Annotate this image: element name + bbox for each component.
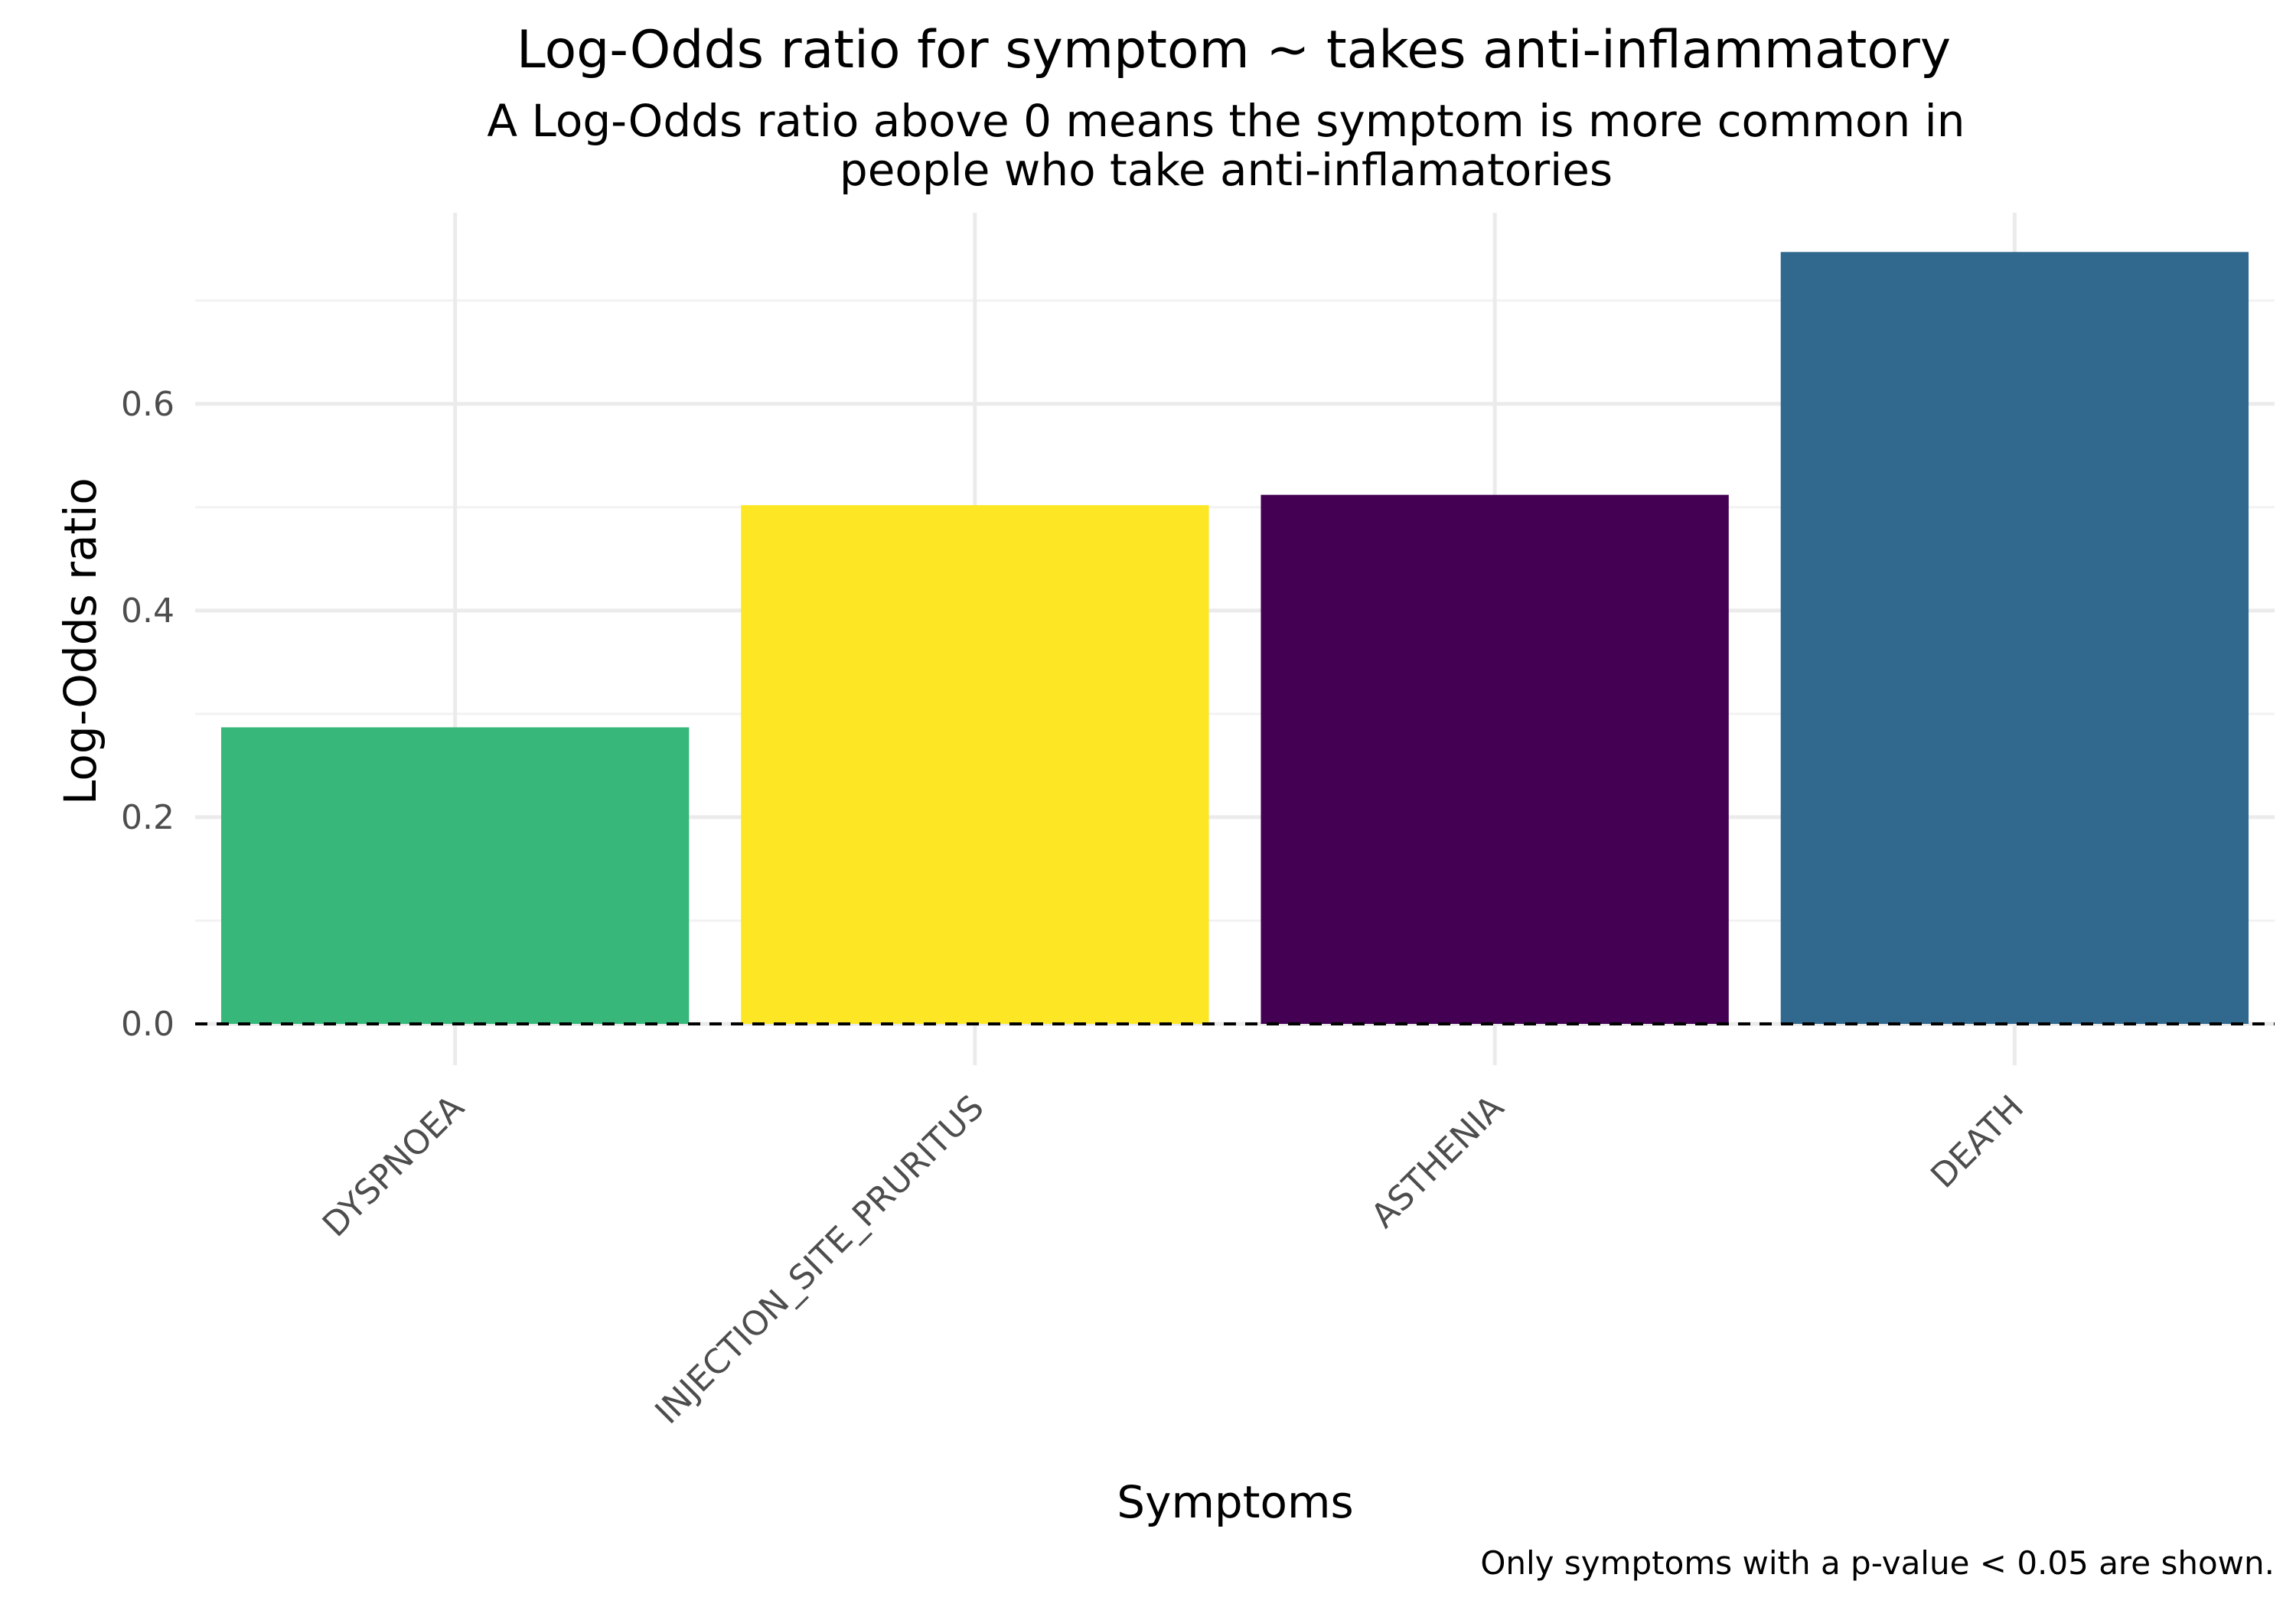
x-tick-label: ASTHENIA	[1364, 1088, 1512, 1236]
y-tick-label: 0.6	[121, 385, 174, 424]
x-tick-label: DEATH	[1923, 1088, 2031, 1196]
y-tick-label: 0.2	[121, 798, 174, 837]
x-tick-label: DYSPNOEA	[315, 1088, 472, 1245]
bar-asthenia	[1261, 494, 1729, 1024]
bar-injection-site-pruritus	[741, 505, 1209, 1024]
y-tick-label: 0.0	[121, 1005, 174, 1044]
chart-caption: Only symptoms with a p-value < 0.05 are …	[1480, 1544, 2275, 1582]
chart-subtitle-line-2: people who take anti-inflamatories	[840, 144, 1613, 196]
y-axis-tick-labels: 0.0 0.2 0.4 0.6	[121, 385, 174, 1044]
y-axis-title: Log-Odds ratio	[54, 478, 106, 805]
x-tick-label: INJECTION_SITE_PRURITUS	[647, 1088, 991, 1432]
x-axis-tick-labels: DYSPNOEA INJECTION_SITE_PRURITUS ASTHENIA D…	[315, 1088, 2031, 1432]
y-tick-label: 0.4	[121, 592, 174, 631]
bars	[220, 252, 2249, 1024]
x-axis-title: Symptoms	[1117, 1476, 1353, 1528]
bar-dyspnoea	[220, 727, 690, 1024]
bar-death	[1780, 252, 2249, 1024]
chart-subtitle-line-1: A Log-Odds ratio above 0 means the sympt…	[487, 95, 1965, 147]
chart-title: Log-Odds ratio for symptom ~ takes anti-…	[517, 20, 1951, 80]
